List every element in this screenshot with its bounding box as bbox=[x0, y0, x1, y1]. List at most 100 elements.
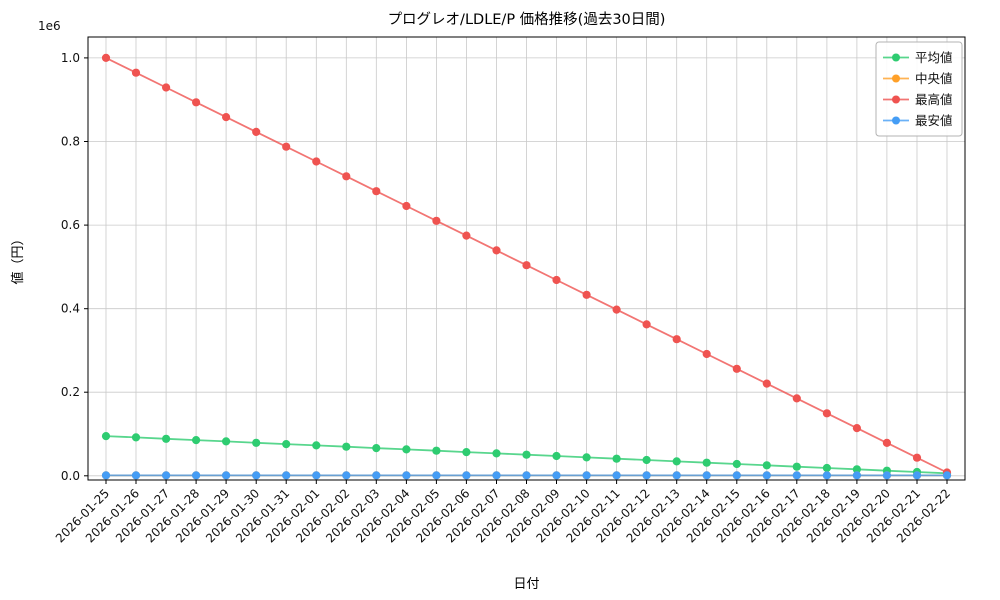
data-point-average bbox=[582, 453, 591, 462]
data-point-min bbox=[492, 471, 501, 480]
data-point-average bbox=[702, 458, 711, 467]
data-point-min bbox=[522, 471, 531, 480]
data-point-max bbox=[101, 53, 111, 63]
legend-marker-average bbox=[892, 53, 900, 62]
data-point-min bbox=[582, 471, 591, 480]
series-max bbox=[101, 53, 952, 477]
data-point-max bbox=[912, 453, 922, 462]
data-point-average bbox=[642, 455, 651, 465]
data-point-max bbox=[492, 246, 501, 255]
legend-item-max: 最高値 bbox=[883, 92, 953, 107]
data-point-max bbox=[672, 335, 681, 344]
data-point-max bbox=[522, 261, 531, 270]
x-axis-label: 日付 bbox=[513, 577, 539, 592]
data-point-min bbox=[852, 471, 862, 480]
data-point-min bbox=[101, 471, 111, 480]
data-point-average bbox=[732, 459, 741, 469]
data-point-average bbox=[432, 446, 441, 455]
data-point-average bbox=[252, 438, 261, 447]
data-point-max bbox=[762, 379, 771, 388]
legend-label-max: 最高値 bbox=[915, 92, 953, 107]
data-point-average bbox=[552, 451, 561, 461]
x-axis-ticks: 2026-01-252026-01-262026-01-272026-01-28… bbox=[53, 480, 953, 545]
legend-marker-max bbox=[892, 95, 900, 104]
legend-marker-min bbox=[892, 116, 900, 125]
data-point-min bbox=[342, 471, 351, 480]
data-point-average bbox=[162, 434, 171, 443]
data-point-average bbox=[312, 441, 321, 450]
data-point-min bbox=[732, 471, 741, 480]
data-point-min bbox=[612, 471, 621, 480]
data-point-min bbox=[162, 471, 171, 480]
data-point-max bbox=[642, 320, 651, 329]
data-point-max bbox=[702, 349, 711, 359]
legend-label-average: 平均値 bbox=[915, 50, 953, 65]
y-tick-label: 0.6 bbox=[61, 218, 80, 232]
data-point-min bbox=[312, 471, 321, 480]
data-point-average bbox=[492, 449, 501, 458]
y-tick-label: 1.0 bbox=[61, 51, 80, 65]
data-point-min bbox=[792, 471, 801, 480]
data-point-max bbox=[342, 172, 351, 181]
data-point-max bbox=[192, 98, 201, 107]
legend-item-min: 最安値 bbox=[883, 113, 953, 128]
data-point-max bbox=[882, 438, 892, 447]
data-point-max bbox=[252, 127, 261, 136]
data-point-average bbox=[402, 445, 411, 454]
data-point-average bbox=[192, 436, 201, 445]
y-axis-label: 値（円） bbox=[10, 232, 26, 284]
data-point-max bbox=[131, 68, 141, 77]
data-point-max bbox=[432, 216, 441, 225]
data-point-min bbox=[432, 471, 441, 480]
legend-item-median: 中央値 bbox=[883, 71, 953, 86]
data-point-average bbox=[672, 457, 681, 466]
grid-lines bbox=[88, 37, 965, 480]
data-point-max bbox=[282, 142, 291, 151]
y-axis-ticks: 0.0 0.2 0.4 0.6 0.8 1.0 bbox=[61, 51, 88, 483]
data-point-min bbox=[642, 471, 651, 480]
legend-label-min: 最安値 bbox=[915, 113, 953, 128]
data-point-min bbox=[222, 471, 231, 480]
data-point-min bbox=[282, 471, 291, 480]
data-point-max bbox=[552, 275, 561, 285]
y-tick-label: 0.8 bbox=[61, 135, 80, 149]
data-point-min bbox=[192, 471, 201, 480]
data-point-max bbox=[462, 231, 471, 240]
data-point-average bbox=[762, 461, 771, 470]
data-point-min bbox=[672, 471, 681, 480]
data-point-average bbox=[101, 432, 111, 441]
data-point-max bbox=[162, 83, 171, 92]
data-point-min bbox=[552, 471, 561, 480]
data-point-average bbox=[822, 463, 832, 473]
data-point-average bbox=[282, 440, 291, 449]
data-point-max bbox=[822, 409, 832, 418]
chart-title: プログレオ/LDLE/P 価格推移(過去30日間) bbox=[388, 11, 666, 28]
data-point-average bbox=[372, 444, 381, 453]
data-point-min bbox=[372, 471, 381, 480]
data-point-max bbox=[222, 113, 231, 122]
data-point-max bbox=[582, 290, 591, 299]
data-point-average bbox=[522, 450, 531, 459]
data-point-min bbox=[402, 471, 411, 480]
data-point-min bbox=[702, 471, 711, 480]
data-point-max bbox=[402, 201, 411, 211]
data-point-average bbox=[852, 465, 862, 474]
data-point-max bbox=[372, 187, 381, 196]
data-point-min bbox=[822, 471, 832, 480]
y-tick-label: 0.2 bbox=[61, 385, 80, 399]
data-point-average bbox=[462, 448, 471, 457]
data-point-min bbox=[131, 471, 141, 480]
data-point-average bbox=[612, 454, 621, 463]
data-point-min bbox=[912, 471, 922, 480]
data-point-min bbox=[762, 471, 771, 480]
y-tick-label: 0.4 bbox=[61, 302, 80, 316]
data-point-min bbox=[942, 471, 952, 480]
legend-box bbox=[875, 41, 963, 137]
y-axis-offset-label: 1e6 bbox=[38, 19, 61, 33]
legend-marker-median bbox=[892, 74, 900, 83]
data-point-min bbox=[462, 471, 471, 480]
data-point-average bbox=[342, 442, 351, 451]
data-point-max bbox=[852, 424, 862, 433]
